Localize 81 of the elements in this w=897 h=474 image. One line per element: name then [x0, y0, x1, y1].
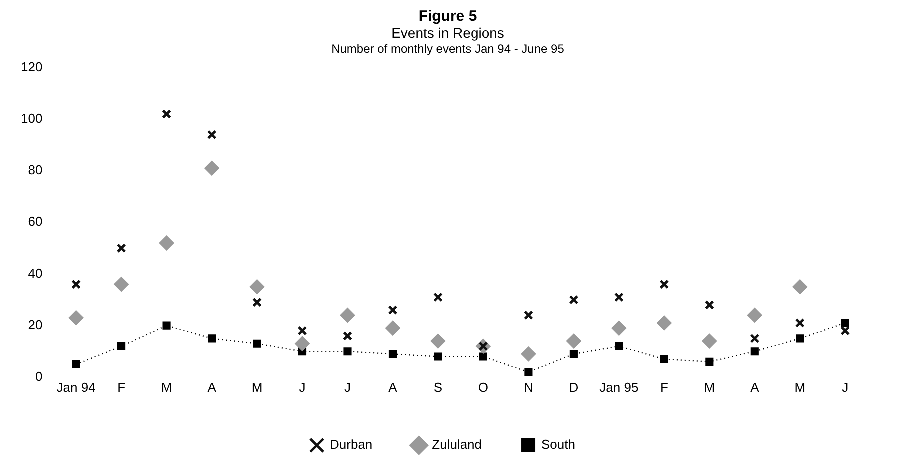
point: [660, 355, 668, 364]
x-tick-label: F: [118, 380, 126, 395]
legend-label: Zululand: [432, 437, 482, 452]
point: [570, 350, 578, 358]
point: [344, 348, 352, 356]
point: [521, 346, 536, 362]
chart-title: Figure 5: [418, 8, 478, 25]
point: [385, 320, 400, 336]
point: [252, 298, 262, 308]
x-tick-label: M: [252, 380, 263, 395]
point: [792, 280, 808, 295]
point: [250, 280, 265, 295]
point: [207, 130, 217, 140]
point: [656, 316, 672, 331]
x-tick-label: D: [569, 380, 579, 395]
point: [702, 334, 718, 349]
point: [430, 334, 446, 349]
x-tick-label: A: [388, 380, 398, 395]
point: [72, 280, 82, 290]
y-tick-label: 40: [28, 266, 43, 281]
x-tick-label: M: [704, 380, 716, 395]
point: [116, 244, 126, 254]
x-tick-label: S: [434, 380, 443, 395]
point: [162, 109, 172, 120]
point: [841, 319, 850, 328]
x-tick-label: F: [660, 380, 668, 395]
point: [298, 326, 308, 336]
y-tick-label: 0: [35, 368, 43, 384]
point: [295, 336, 310, 352]
x-tick-label: Jan 95: [600, 380, 639, 395]
point: [750, 334, 760, 344]
point: [253, 340, 262, 348]
x-tick-label: O: [478, 380, 489, 395]
point: [72, 360, 80, 369]
point: [162, 322, 171, 330]
x-tick-label: Jan 94: [56, 380, 96, 395]
chart-subtitle: Events in Regions: [390, 25, 506, 42]
point: [569, 295, 579, 305]
y-tick-label: 20: [28, 317, 43, 332]
point: [114, 277, 130, 292]
point: [747, 308, 762, 323]
x-tick-label: M: [161, 380, 172, 395]
point: [615, 342, 624, 350]
y-tick-label: 120: [20, 59, 43, 74]
point: [479, 352, 488, 361]
point: [840, 326, 850, 336]
point: [204, 160, 220, 176]
point: [704, 300, 714, 310]
point: [706, 358, 714, 366]
point: [796, 334, 804, 343]
point: [434, 352, 442, 361]
y-tick-label: 60: [28, 214, 43, 230]
point: [795, 318, 805, 328]
x-tick-label: J: [299, 380, 306, 395]
point: [68, 310, 84, 326]
point: [524, 368, 533, 376]
x-tick-label: A: [750, 380, 760, 395]
point: [660, 280, 670, 290]
point: [388, 306, 398, 316]
point: [433, 292, 444, 302]
y-tick-label: 80: [28, 162, 43, 178]
point: [388, 350, 398, 358]
point: [612, 320, 627, 336]
point: [524, 310, 534, 320]
legend-label: Durban: [330, 437, 373, 452]
point: [159, 236, 174, 251]
legend-label: South: [542, 437, 576, 452]
x-tick-label: N: [524, 380, 534, 395]
x-tick-label: J: [842, 380, 849, 395]
x-tick-label: J: [344, 380, 351, 395]
point: [614, 292, 624, 302]
x-tick-label: M: [794, 380, 806, 395]
point: [118, 342, 126, 350]
point: [342, 331, 353, 341]
text: Number of monthly events Jan 94 - June 95: [330, 42, 566, 57]
x-tick-label: A: [208, 380, 217, 395]
y-tick-label: 100: [20, 110, 43, 126]
point: [208, 334, 216, 343]
point: [340, 308, 356, 323]
point: [566, 334, 582, 349]
point: [750, 348, 759, 356]
